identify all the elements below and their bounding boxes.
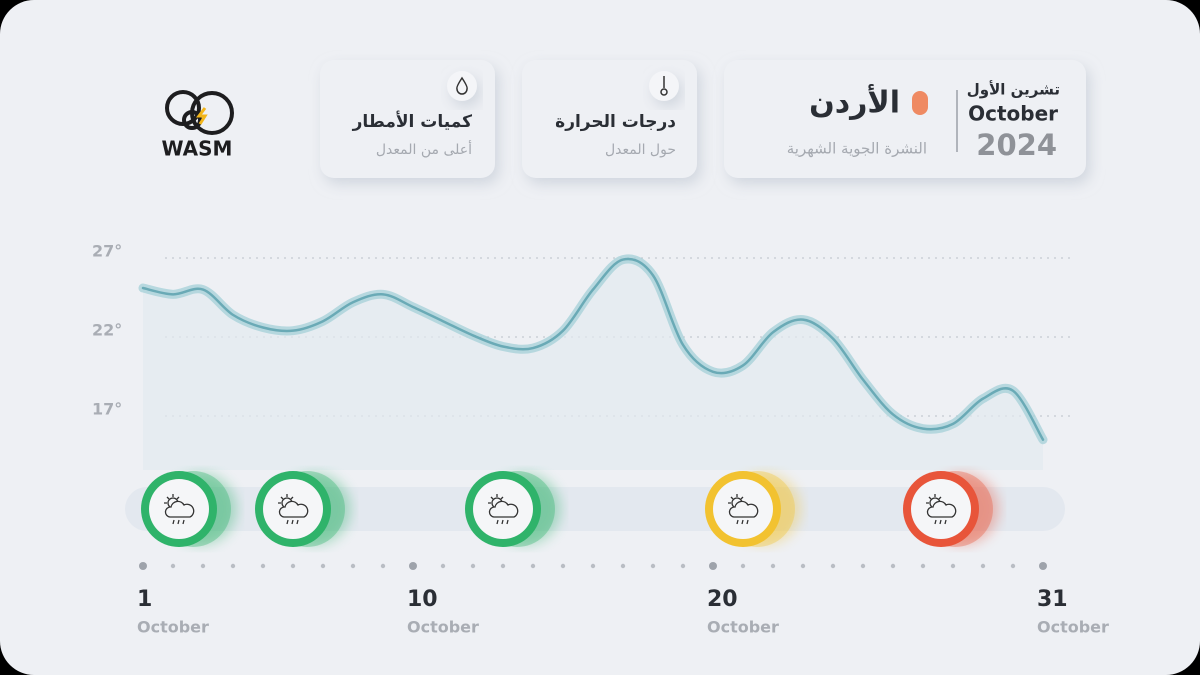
weather-event — [141, 471, 237, 547]
day-dot — [530, 563, 536, 569]
temp-title: درجات الحرارة — [555, 112, 676, 132]
day-dot — [740, 563, 746, 569]
drop-icon — [456, 76, 468, 95]
cloud — [488, 500, 519, 518]
thermometer-icon — [660, 76, 668, 96]
cloud — [926, 500, 957, 518]
rain — [496, 519, 509, 525]
sun-rays — [278, 494, 294, 504]
day-dot — [890, 563, 896, 569]
weather-icon — [926, 494, 957, 525]
weather-icon — [278, 494, 309, 525]
sun-rays — [926, 494, 942, 504]
day-dot — [200, 563, 206, 569]
day-dot — [500, 563, 506, 569]
event-track — [125, 487, 1065, 531]
weather-icon — [164, 494, 195, 525]
rain — [286, 519, 299, 525]
line — [141, 257, 1045, 441]
day-dot — [590, 563, 596, 569]
main-card — [724, 60, 1086, 178]
day-dot — [170, 563, 176, 569]
cloud — [278, 500, 309, 518]
day-dot — [440, 563, 446, 569]
rain-title: كميات الأمطار — [352, 111, 472, 132]
rain — [172, 519, 185, 525]
day-dot — [830, 563, 836, 569]
y-tick-label: 17° — [92, 400, 122, 419]
day-dot — [409, 562, 417, 570]
sun-rays — [728, 494, 744, 504]
logo-text: WASM — [162, 137, 233, 161]
day-dot — [709, 562, 717, 570]
day-dot — [380, 563, 386, 569]
y-tick-label: 27° — [92, 242, 122, 261]
x-tick-label: 1 — [137, 587, 152, 612]
day-dot — [770, 563, 776, 569]
x-tick-sublabel: October — [407, 618, 479, 637]
logo — [165, 90, 234, 135]
day-dot — [350, 563, 356, 569]
sun-rays — [488, 494, 504, 504]
country: الأردن — [809, 84, 900, 121]
weather-event — [705, 471, 801, 547]
temp-subtitle: حول المعدل — [605, 142, 676, 158]
day-dot — [1010, 563, 1016, 569]
day-dot — [230, 563, 236, 569]
year: 2024 — [976, 128, 1057, 162]
country-marker — [912, 91, 928, 115]
weather-event — [465, 471, 561, 547]
rain-subtitle: أعلى من المعدل — [376, 140, 472, 158]
bulletin-subtitle: النشرة الجوية الشهرية — [787, 140, 927, 158]
plot: 17° 22° 27° 1 October 10 October 20 October 31 Oct… — [92, 242, 1109, 637]
day-dot — [680, 563, 686, 569]
weather-event — [255, 471, 351, 547]
day-dot — [620, 563, 626, 569]
rain — [934, 519, 947, 525]
day-dot — [260, 563, 266, 569]
y-tick-label: 22° — [92, 321, 122, 340]
day-dot — [320, 563, 326, 569]
weather-event — [903, 471, 999, 547]
rain-icon — [447, 71, 477, 101]
sun-rays — [164, 494, 180, 504]
x-tick-sublabel: October — [1037, 618, 1109, 637]
day-dot — [860, 563, 866, 569]
day-dot — [1039, 562, 1047, 570]
x-tick-label: 20 — [707, 587, 738, 612]
day-dot — [980, 563, 986, 569]
x-tick-sublabel: October — [137, 618, 209, 637]
month-en: October — [968, 102, 1058, 126]
weather-icon — [488, 494, 519, 525]
x-tick-sublabel: October — [707, 618, 779, 637]
month-ar: تشرين الأول — [967, 81, 1060, 99]
day-dot — [650, 563, 656, 569]
day-dot — [920, 563, 926, 569]
area — [143, 258, 1043, 470]
day-dot — [560, 563, 566, 569]
day-dot — [470, 563, 476, 569]
day-dot — [290, 563, 296, 569]
rain — [736, 519, 749, 525]
day-dot — [139, 562, 147, 570]
day-dot — [950, 563, 956, 569]
cloud — [728, 500, 759, 518]
x-tick-label: 31 — [1037, 587, 1068, 612]
day-dot — [800, 563, 806, 569]
cloud — [164, 500, 195, 518]
weather-icon — [728, 494, 759, 525]
x-tick-label: 10 — [407, 587, 438, 612]
